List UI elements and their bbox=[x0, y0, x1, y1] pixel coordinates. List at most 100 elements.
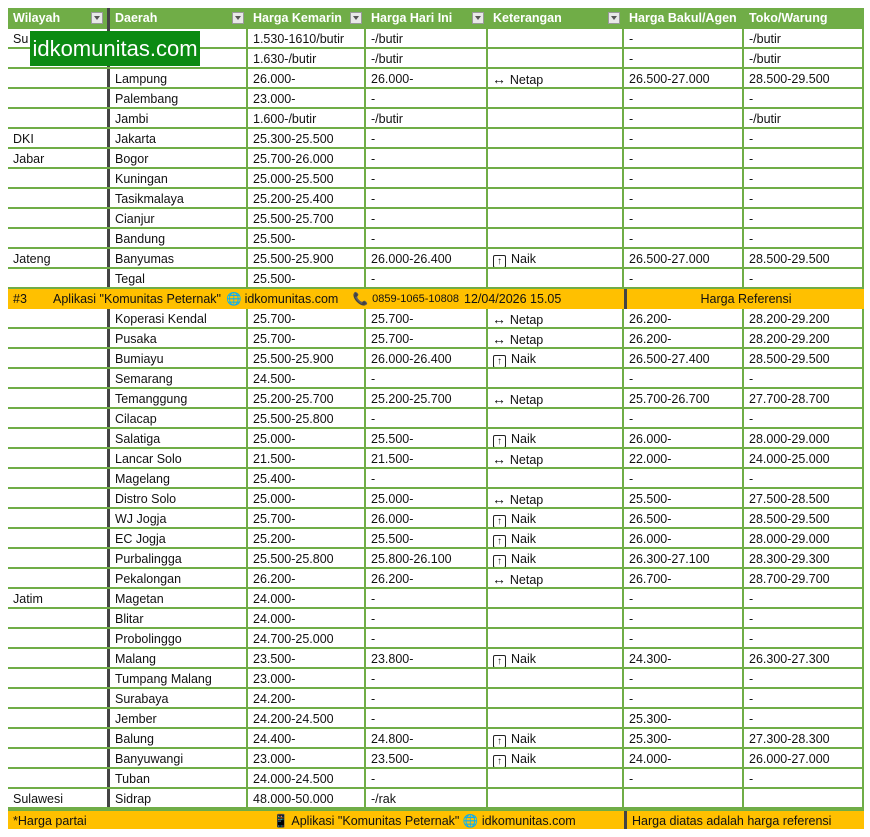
cell-wilayah: Jatim bbox=[8, 589, 110, 607]
filter-dropdown-button[interactable] bbox=[472, 12, 484, 24]
cell-daerah: Tasikmalaya bbox=[110, 189, 248, 207]
cell-harga-kemarin: 24.200- bbox=[248, 689, 366, 707]
cell-keterangan: ↑ Naik bbox=[488, 749, 624, 767]
cell-harga-hari-ini: - bbox=[366, 669, 488, 687]
cell-keterangan bbox=[488, 589, 624, 607]
cell-harga-bakul: 26.200- bbox=[624, 329, 744, 347]
cell-harga-hari-ini: - bbox=[366, 769, 488, 787]
cell-wilayah bbox=[8, 549, 110, 567]
cell-wilayah bbox=[8, 189, 110, 207]
footer-row: *Harga partai 📱 Aplikasi "Komunitas Pete… bbox=[8, 809, 864, 829]
cell-wilayah: Jateng bbox=[8, 249, 110, 267]
banner-reference: Harga Referensi bbox=[624, 289, 864, 309]
status-label: Netap bbox=[509, 73, 544, 87]
cell-toko-warung: -/butir bbox=[744, 109, 864, 127]
footer-site: idkomunitas.com bbox=[481, 814, 576, 828]
column-header-daerah: Daerah bbox=[110, 8, 248, 29]
mobile-app-icon: 📱 bbox=[273, 814, 289, 828]
cell-keterangan bbox=[488, 89, 624, 107]
cell-harga-hari-ini: 26.000- bbox=[366, 69, 488, 87]
up-arrow-box-icon: ↑ bbox=[493, 255, 506, 267]
status-label: Naik bbox=[511, 352, 537, 366]
cell-harga-kemarin: 25.200-25.400 bbox=[248, 189, 366, 207]
cell-keterangan: ↔ Netap bbox=[488, 309, 624, 327]
cell-keterangan bbox=[488, 669, 624, 687]
cell-harga-hari-ini: -/butir bbox=[366, 109, 488, 127]
cell-keterangan: ↑ Naik bbox=[488, 729, 624, 747]
cell-harga-kemarin: 25.500-25.800 bbox=[248, 549, 366, 567]
banner-app: Aplikasi "Komunitas Peternak" bbox=[53, 292, 221, 306]
cell-harga-bakul: 26.500-27.000 bbox=[624, 249, 744, 267]
cell-harga-bakul: - bbox=[624, 609, 744, 627]
phone-icon: 📞 bbox=[352, 292, 369, 306]
cell-harga-bakul: - bbox=[624, 169, 744, 187]
cell-keterangan bbox=[488, 689, 624, 707]
up-arrow-box-icon: ↑ bbox=[493, 355, 506, 367]
column-header-label: Keterangan bbox=[493, 11, 562, 25]
column-header-harga-bakul: Harga Bakul/Agen bbox=[624, 8, 744, 29]
cell-harga-bakul: 24.000- bbox=[624, 749, 744, 767]
status-label: Naik bbox=[511, 652, 537, 666]
column-header-label: Harga Bakul/Agen bbox=[629, 11, 737, 25]
cell-wilayah bbox=[8, 269, 110, 287]
table-row: Jambi 1.600-/butir -/butir - -/butir bbox=[8, 109, 864, 129]
cell-wilayah: Sulawesi bbox=[8, 789, 110, 807]
status-label: Naik bbox=[511, 512, 537, 526]
cell-wilayah bbox=[8, 209, 110, 227]
cell-toko-warung: - bbox=[744, 269, 864, 287]
left-right-arrow-icon: ↔ bbox=[492, 331, 510, 347]
column-header-label: Wilayah bbox=[13, 11, 61, 25]
status-label: Naik bbox=[511, 532, 537, 546]
cell-toko-warung: 27.700-28.700 bbox=[744, 389, 864, 407]
cell-wilayah bbox=[8, 629, 110, 647]
cell-keterangan bbox=[488, 629, 624, 647]
filter-dropdown-button[interactable] bbox=[350, 12, 362, 24]
cell-keterangan: ↔ Netap bbox=[488, 569, 624, 587]
cell-keterangan bbox=[488, 209, 624, 227]
status-label: Netap bbox=[509, 453, 544, 467]
cell-harga-bakul: 26.300-27.100 bbox=[624, 549, 744, 567]
column-header-toko-warung: Toko/Warung bbox=[744, 8, 864, 29]
column-header-label: Harga Kemarin bbox=[253, 11, 342, 25]
globe-icon: 🌐 bbox=[225, 292, 242, 306]
banner-phone: 0859-1065-10808 bbox=[372, 293, 459, 305]
cell-harga-hari-ini: - bbox=[366, 189, 488, 207]
filter-dropdown-button[interactable] bbox=[608, 12, 620, 24]
cell-harga-kemarin: 26.000- bbox=[248, 69, 366, 87]
cell-toko-warung: - bbox=[744, 589, 864, 607]
status-label: Netap bbox=[509, 573, 544, 587]
watermark: idkomunitas.com bbox=[30, 31, 200, 66]
cell-keterangan: ↑ Naik bbox=[488, 529, 624, 547]
cell-wilayah bbox=[8, 689, 110, 707]
table-row: Pekalongan 26.200- 26.200- ↔ Netap 26.700- 28… bbox=[8, 569, 864, 589]
cell-toko-warung: 28.500-29.500 bbox=[744, 69, 864, 87]
cell-harga-kemarin: 21.500- bbox=[248, 449, 366, 467]
cell-wilayah bbox=[8, 649, 110, 667]
filter-dropdown-button[interactable] bbox=[91, 12, 103, 24]
cell-wilayah bbox=[8, 569, 110, 587]
cell-toko-warung: - bbox=[744, 669, 864, 687]
cell-toko-warung: 28.500-29.500 bbox=[744, 509, 864, 527]
cell-harga-bakul: - bbox=[624, 49, 744, 67]
cell-keterangan: ↑ Naik bbox=[488, 649, 624, 667]
filter-dropdown-button[interactable] bbox=[232, 12, 244, 24]
cell-harga-hari-ini: - bbox=[366, 589, 488, 607]
cell-harga-hari-ini: 25.000- bbox=[366, 489, 488, 507]
table-row: Balung 24.400- 24.800- ↑ Naik 25.300- 27.300-2… bbox=[8, 729, 864, 749]
cell-wilayah bbox=[8, 669, 110, 687]
table-row: Jateng Banyumas 25.500-25.900 26.000-26.400… bbox=[8, 249, 864, 269]
cell-wilayah bbox=[8, 469, 110, 487]
cell-keterangan bbox=[488, 109, 624, 127]
cell-daerah bbox=[110, 29, 248, 47]
cell-daerah: Palembang bbox=[110, 89, 248, 107]
cell-harga-bakul: - bbox=[624, 89, 744, 107]
cell-harga-kemarin: 1.630-/butir bbox=[248, 49, 366, 67]
cell-toko-warung: 28.500-29.500 bbox=[744, 349, 864, 367]
column-header-label: Toko/Warung bbox=[749, 11, 828, 25]
cell-daerah: Semarang bbox=[110, 369, 248, 387]
cell-daerah: Balung bbox=[110, 729, 248, 747]
cell-harga-kemarin: 24.000- bbox=[248, 589, 366, 607]
globe-icon: 🌐 bbox=[462, 814, 479, 828]
cell-harga-hari-ini: - bbox=[366, 269, 488, 287]
cell-harga-bakul: - bbox=[624, 229, 744, 247]
